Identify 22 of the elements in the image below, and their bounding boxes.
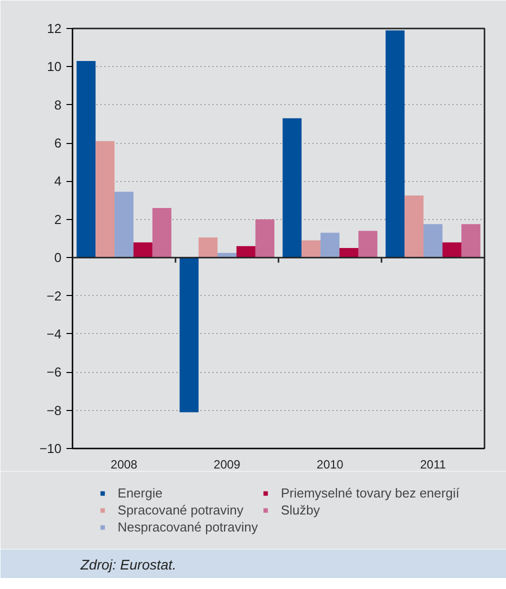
y-tick-label: −2 [46,288,62,304]
y-tick-label: −8 [46,402,62,418]
y-tick-label: −10 [39,441,62,456]
y-tick-label: 6 [54,136,62,151]
legend-label: Nespracované potraviny [118,520,258,534]
x-tick-label: 2011 [420,458,446,472]
y-tick-label: −4 [46,326,62,342]
legend-label: Spracované potraviny [118,502,244,518]
legend-label: Energie [118,486,162,500]
y-tick-label: 4 [54,174,62,189]
legend-label: Služby [280,502,320,518]
x-tick-label: 2009 [214,458,241,472]
x-tick-label: 2010 [316,458,344,472]
text: Zdroj: Eurostat. [80,556,176,572]
y-tick-label: 2 [54,212,62,227]
legend-label: Priemyselné tovary bez energií [280,486,460,500]
x-tick-label: 2008 [110,458,138,472]
y-tick-label: 8 [54,97,62,112]
y-tick-label: 10 [47,59,62,74]
y-tick-label: 0 [54,250,62,266]
y-tick-label: −6 [46,364,62,380]
y-tick-label: 12 [47,21,62,36]
